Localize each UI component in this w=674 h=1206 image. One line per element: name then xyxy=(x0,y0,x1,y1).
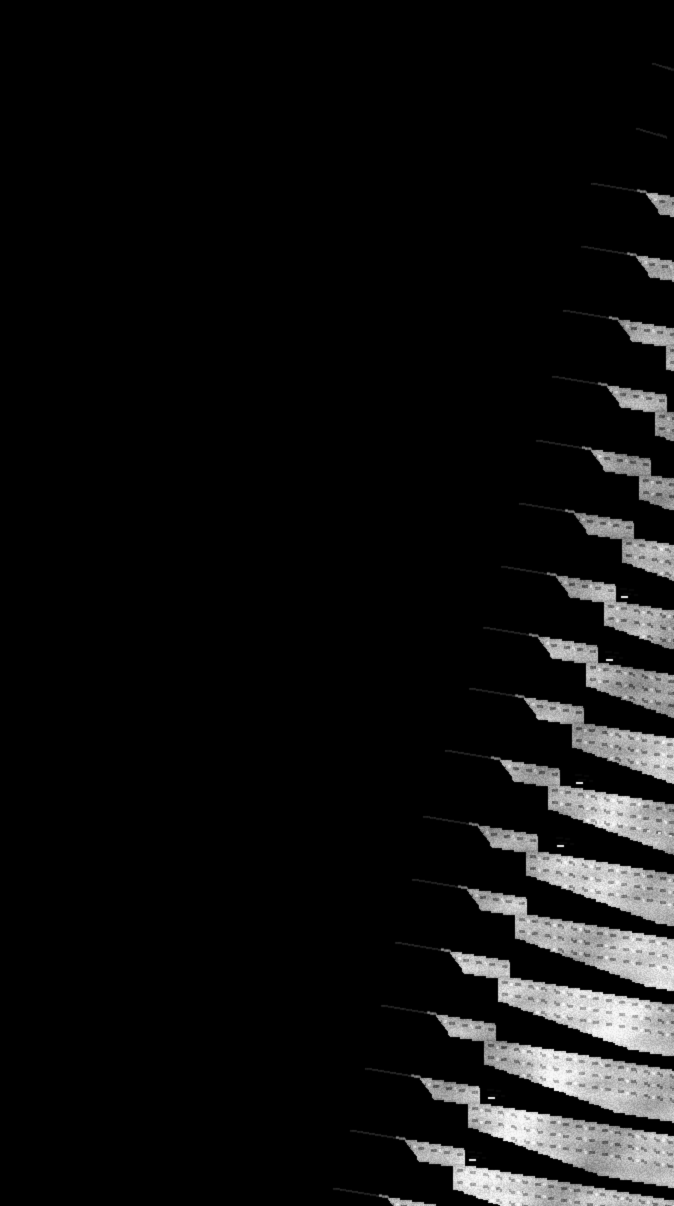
scan-strips-image xyxy=(0,0,674,1206)
scan-canvas xyxy=(0,0,674,1206)
